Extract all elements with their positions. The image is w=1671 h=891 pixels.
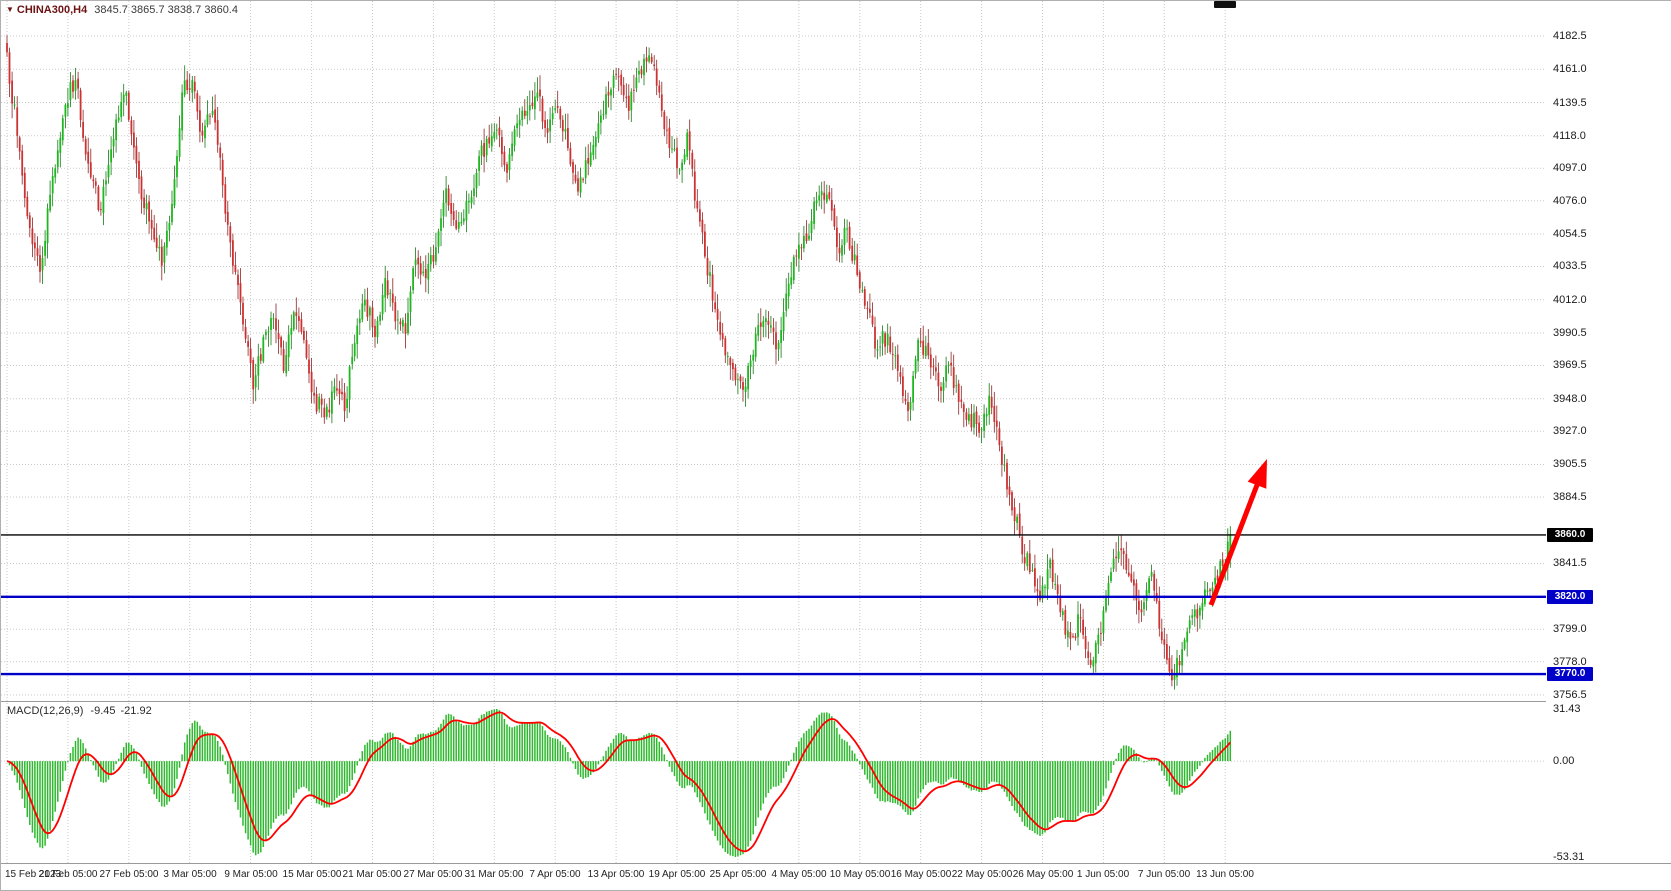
price-tick-label: 4182.5 — [1553, 30, 1587, 42]
macd-main-value: -9.45 — [90, 705, 115, 717]
ohlc-values: 3845.7 3865.7 3838.7 3860.4 — [94, 4, 238, 16]
symbol-dropdown-icon: ▼ — [6, 5, 14, 14]
macd-signal-value: -21.92 — [121, 705, 152, 717]
price-tick-label: 3841.5 — [1553, 557, 1587, 569]
price-level-tag: 3860.0 — [1547, 528, 1593, 542]
chart-title: ▼CHINA300,H4 3845.7 3865.7 3838.7 3860.4 — [6, 4, 238, 16]
time-tick-label: 21 Feb 05:00 — [39, 869, 98, 880]
trend-arrow[interactable] — [1211, 459, 1267, 605]
time-tick-label: 13 Apr 05:00 — [588, 869, 645, 880]
time-tick-label: 25 Apr 05:00 — [710, 869, 767, 880]
time-tick-label: 22 May 05:00 — [952, 869, 1013, 880]
time-tick-label: 10 May 05:00 — [830, 869, 891, 880]
time-tick-label: 31 Mar 05:00 — [465, 869, 524, 880]
time-tick-label: 21 Mar 05:00 — [343, 869, 402, 880]
symbol-timeframe-label: CHINA300,H4 — [17, 4, 87, 16]
time-tick-label: 1 Jun 05:00 — [1077, 869, 1129, 880]
macd-indicator-label: MACD(12,26,9) -9.45 -21.92 — [7, 705, 152, 717]
price-axis[interactable]: 4182.5 4161.0 4139.5 4118.0 4097.0 4076.0 4054… — [1546, 1, 1671, 863]
price-tick-label: 4139.5 — [1553, 97, 1587, 109]
time-tick-label: 26 May 05:00 — [1013, 869, 1074, 880]
macd-tick-label: 31.43 — [1553, 703, 1581, 715]
time-tick-label: 7 Apr 05:00 — [529, 869, 580, 880]
price-tick-label: 3884.5 — [1553, 491, 1587, 503]
time-tick-label: 4 May 05:00 — [771, 869, 826, 880]
mt4-chart-window: ▼CHINA300,H43845.7 3865.7 3838.7 3860.4 … — [0, 0, 1671, 891]
time-tick-label: 27 Mar 05:00 — [404, 869, 463, 880]
macd-title: MACD(12,26,9) — [7, 705, 83, 717]
price-tick-label: 3990.5 — [1553, 327, 1587, 339]
time-tick-label: 3 Mar 05:00 — [163, 869, 216, 880]
price-tick-label: 3799.0 — [1553, 623, 1587, 635]
time-axis[interactable]: 15 Feb 202321 Feb 05:0027 Feb 05:003 Mar… — [1, 864, 1671, 890]
price-tick-label: 4118.0 — [1553, 130, 1586, 142]
macd-tick-label: 0.00 — [1553, 755, 1574, 767]
price-tick-label: 4097.0 — [1553, 162, 1587, 174]
time-tick-label: 19 Apr 05:00 — [649, 869, 706, 880]
price-tick-label: 4054.5 — [1553, 228, 1587, 240]
price-tick-label: 3969.5 — [1553, 359, 1587, 371]
price-tick-label: 4161.0 — [1553, 63, 1587, 75]
time-tick-label: 27 Feb 05:00 — [100, 869, 159, 880]
time-tick-label: 16 May 05:00 — [891, 869, 952, 880]
time-tick-label: 9 Mar 05:00 — [224, 869, 277, 880]
price-tick-label: 3927.0 — [1553, 425, 1587, 437]
chart-canvas[interactable] — [1, 1, 1671, 890]
price-tick-label: 4012.0 — [1553, 294, 1587, 306]
time-tick-label: 13 Jun 05:00 — [1196, 869, 1254, 880]
price-tick-label: 3948.0 — [1553, 393, 1587, 405]
price-tick-label: 4076.0 — [1553, 195, 1587, 207]
time-tick-label: 15 Mar 05:00 — [283, 869, 342, 880]
price-tick-label: 3905.5 — [1553, 458, 1587, 470]
price-tick-label: 4033.5 — [1553, 260, 1587, 272]
chart-shift-marker[interactable] — [1214, 1, 1236, 8]
macd-tick-label: -53.31 — [1553, 851, 1584, 863]
time-tick-label: 7 Jun 05:00 — [1138, 869, 1190, 880]
price-level-tag: 3770.0 — [1547, 667, 1593, 681]
price-level-tag: 3820.0 — [1547, 590, 1593, 604]
price-tick-label: 3756.5 — [1553, 689, 1587, 701]
